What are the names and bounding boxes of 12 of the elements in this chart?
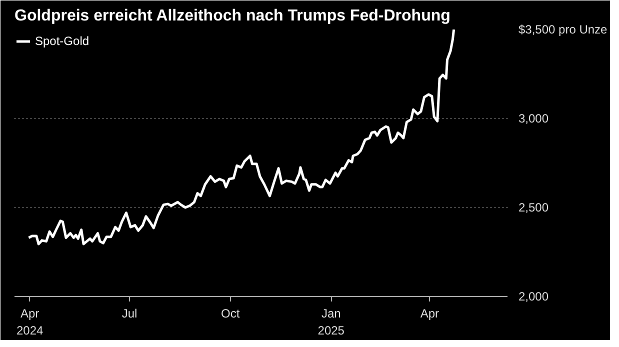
y-tick-label: 2,000 [518, 290, 549, 304]
x-tick-label: Oct [220, 306, 240, 320]
legend-label: Spot-Gold [35, 34, 90, 48]
x-tick-label: Jul [122, 306, 138, 320]
chart-title: Goldpreis erreicht Allzeithoch nach Trumps Fed-Drohung [14, 8, 450, 24]
y-tick-label: 2,500 [518, 200, 549, 214]
x-tick-label: Jan 2025 [318, 306, 345, 338]
x-tick-label: Apr 2024 [16, 306, 44, 338]
y-tick-label: 3,000 [518, 112, 549, 126]
y-tick-label: $3,500 pro Unze [518, 22, 608, 36]
line-series [27, 30, 456, 246]
x-tick-label: Apr [420, 306, 440, 320]
